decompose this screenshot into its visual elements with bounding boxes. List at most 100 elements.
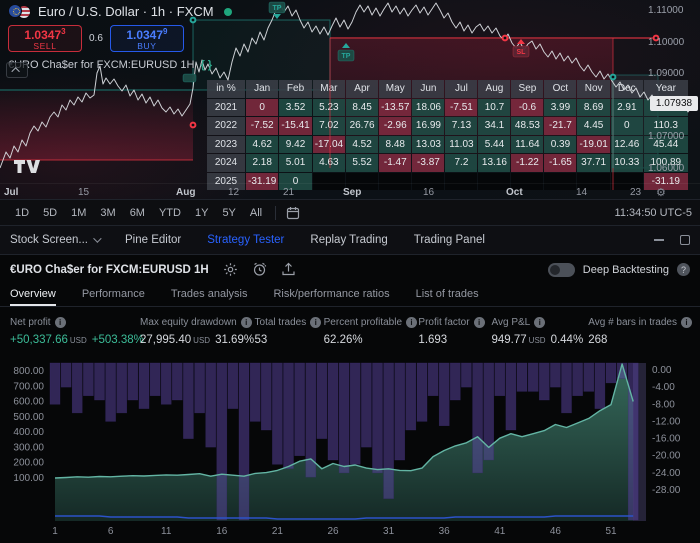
svg-text:500.00: 500.00 — [13, 412, 44, 423]
range-button-5d[interactable]: 5D — [43, 206, 58, 219]
svg-text:-24.00: -24.00 — [652, 468, 681, 479]
svg-text:100.00: 100.00 — [13, 473, 44, 484]
metric-label: Profit factor — [418, 317, 470, 328]
sell-button[interactable]: 1.03473 SELL — [8, 25, 82, 52]
axis-settings-gear-icon[interactable]: ⚙ — [656, 187, 666, 199]
info-icon[interactable]: i — [681, 317, 692, 328]
main-price-chart[interactable]: in % Jan Feb Mar Apr May Jun Jul Aug Sep Oct Nov Dec… — [0, 0, 700, 199]
panel-tab-label: Strategy Tester — [207, 234, 285, 246]
svg-text:TP: TP — [273, 5, 282, 12]
metric-label: Total trades — [254, 317, 307, 328]
info-icon[interactable]: i — [310, 317, 322, 328]
range-button-6m[interactable]: 6M — [129, 206, 145, 219]
help-icon[interactable]: ? — [677, 263, 690, 276]
table-cell: 9.42 — [279, 135, 312, 153]
table-month-header: Jun — [412, 80, 445, 98]
info-icon[interactable]: i — [240, 317, 252, 328]
table-cell — [312, 172, 346, 190]
subtab-overview[interactable]: Overview — [10, 284, 56, 306]
table-year-label: 2023 — [207, 135, 245, 153]
table-cell: -7.51 — [445, 98, 478, 116]
info-icon[interactable]: i — [406, 317, 418, 328]
svg-text:-4.00: -4.00 — [652, 382, 675, 393]
regenerate-timer-icon[interactable] — [252, 262, 267, 277]
sell-label: SELL — [33, 41, 57, 51]
table-cell: -15.41 — [279, 117, 312, 135]
deep-backtesting-toggle[interactable] — [547, 262, 575, 277]
panel-tab-pine-editor[interactable]: Pine Editor — [125, 234, 181, 246]
table-cell: 18.06 — [412, 98, 445, 116]
session-clock[interactable]: 11:34:50 UTC-5 — [614, 206, 692, 219]
table-cell: 3.99 — [544, 98, 577, 116]
minimize-panel-icon[interactable] — [654, 239, 664, 241]
go-to-date-calendar-icon[interactable] — [286, 206, 300, 220]
metric-value: 1.693 — [418, 334, 448, 346]
panel-tab-label: Trading Panel — [413, 234, 485, 246]
table-cell: 4.63 — [312, 154, 346, 172]
buy-button[interactable]: 1.03479 BUY — [109, 25, 184, 52]
table-cell — [346, 172, 379, 190]
price-axis-label: 1.06000 — [648, 163, 685, 174]
svg-text:SL: SL — [517, 49, 527, 56]
tradingview-logo[interactable] — [13, 159, 41, 179]
table-cell: 5.01 — [279, 154, 312, 172]
subtab-performance[interactable]: Performance — [81, 288, 145, 300]
table-month-header: Feb — [279, 80, 312, 98]
buy-label: BUY — [137, 41, 157, 51]
subtab-trades-analysis[interactable]: Trades analysis — [170, 288, 248, 300]
subtab-list-of-trades[interactable]: List of trades — [415, 288, 479, 300]
subtab-risk-performance-ratios[interactable]: Risk/performance ratios — [273, 288, 390, 300]
table-cell: 26.76 — [346, 117, 379, 135]
table-cell: 4.52 — [346, 135, 379, 153]
time-axis-label: Aug — [176, 187, 196, 198]
pine-source-icon[interactable]: { } — [200, 59, 213, 71]
range-button-1y[interactable]: 1Y — [194, 206, 209, 219]
table-cell: 8.69 — [577, 98, 610, 116]
table-month-header: Jan — [246, 80, 279, 98]
svg-text:TP: TP — [342, 53, 351, 60]
range-button-ytd[interactable]: YTD — [158, 206, 181, 219]
svg-text:6: 6 — [108, 526, 114, 537]
table-cell: -7.52 — [246, 117, 279, 135]
range-toolbar: 1D 5D 1M 3M 6M YTD 1Y 5Y All 11:34:50 UTC-5 — [0, 199, 700, 226]
export-share-icon[interactable] — [281, 262, 296, 277]
time-axis-label: Sep — [343, 187, 362, 198]
panel-tab-strategy-tester[interactable]: Strategy Tester — [207, 234, 284, 246]
svg-text:26: 26 — [327, 526, 339, 537]
table-cell: -21.7 — [544, 117, 577, 135]
table-year-label: 2022 — [207, 117, 245, 135]
panel-tab-replay-trading[interactable]: Replay Trading — [310, 234, 387, 246]
strategy-overlay-title[interactable]: €URO Cha$er for FXCM:EURUSD 1H — [8, 59, 195, 71]
table-cell: 0 — [279, 172, 312, 190]
table-cell: 11.03 — [445, 135, 478, 153]
panel-tab-trading-panel[interactable]: Trading Panel — [414, 234, 485, 246]
table-cell: 5.52 — [346, 154, 379, 172]
range-button-3m[interactable]: 3M — [100, 206, 116, 219]
info-icon[interactable]: i — [534, 317, 546, 328]
strategy-title[interactable]: €URO Cha$er for FXCM:EURUSD 1H — [10, 263, 209, 276]
range-button-all[interactable]: All — [249, 206, 263, 219]
strategy-settings-gear-icon[interactable] — [223, 262, 238, 277]
table-cell: 8.45 — [346, 98, 379, 116]
range-button-5y[interactable]: 5Y — [222, 206, 236, 219]
svg-text:800.00: 800.00 — [13, 366, 44, 377]
time-axis-label: 14 — [576, 187, 588, 198]
svg-text:-12.00: -12.00 — [652, 416, 681, 427]
chevron-down-icon — [93, 234, 102, 243]
table-cell — [478, 172, 511, 190]
metric-value: 62.26% — [323, 334, 363, 346]
panel-tab-stock-screen[interactable]: Stock Screen... — [10, 234, 102, 246]
table-cell: 13.16 — [478, 154, 511, 172]
svg-text:-20.00: -20.00 — [652, 451, 681, 462]
info-icon[interactable]: i — [54, 317, 66, 328]
info-icon[interactable]: i — [473, 317, 485, 328]
table-cell: 10.33 — [610, 154, 643, 172]
metric-label: Max equity drawdown — [140, 317, 237, 328]
collapse-panel-button[interactable] — [6, 62, 28, 78]
range-button-1d[interactable]: 1D — [15, 206, 30, 219]
maximize-panel-icon[interactable] — [680, 235, 690, 245]
metric-extra: 31.69% — [215, 334, 255, 346]
table-cell: 5.44 — [478, 135, 511, 153]
range-button-1m[interactable]: 1M — [71, 206, 87, 219]
symbol-title[interactable]: Euro / U.S. Dollar · 1h · FXCM — [38, 4, 214, 19]
